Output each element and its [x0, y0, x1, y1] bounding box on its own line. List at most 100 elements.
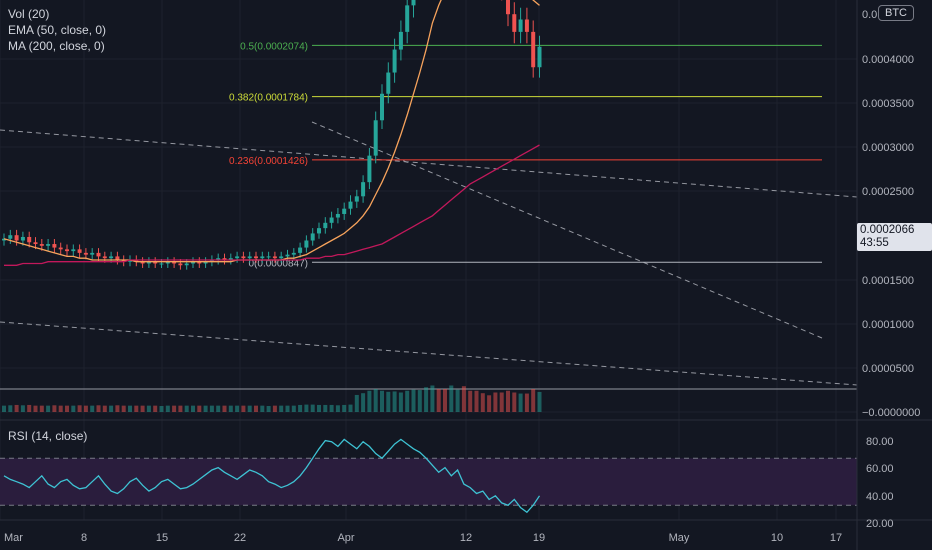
volume-bar	[235, 405, 240, 412]
volume-bar	[411, 389, 416, 412]
candle-body	[27, 236, 32, 243]
candle-body	[279, 256, 284, 259]
chart-grid	[0, 0, 857, 520]
candle-body	[140, 261, 145, 264]
candle-body	[329, 217, 334, 223]
candle-body	[228, 258, 233, 260]
candle-body	[323, 222, 328, 229]
candle-body	[77, 249, 82, 253]
candle-body	[222, 258, 227, 260]
moving-averages	[3, 0, 540, 266]
rsi-tick-label: 80.00	[866, 436, 894, 448]
bar-countdown: 43:55	[860, 237, 889, 249]
volume-bar	[405, 390, 410, 412]
trend-line	[311, 121, 823, 339]
volume-bar	[260, 405, 265, 412]
volume-bar	[487, 395, 492, 412]
x-tick-label: 19	[533, 532, 545, 544]
ma-200-line	[4, 144, 540, 266]
y-tick-label: 0.0004000	[862, 54, 914, 66]
volume-bar	[348, 404, 353, 412]
volume-bar	[291, 405, 296, 412]
candle-body	[216, 258, 221, 260]
volume-bar	[83, 405, 88, 412]
volume-bar	[8, 405, 13, 412]
candle-body	[254, 256, 258, 259]
volume-bar	[398, 392, 403, 412]
candle-body	[65, 249, 69, 252]
y-tick-label-top: 0.0	[862, 9, 877, 21]
candle-body	[392, 49, 397, 73]
ema-legend[interactable]: EMA (50, close, 0)	[8, 23, 107, 37]
candle-body	[298, 247, 303, 253]
volume-bar	[298, 404, 303, 412]
volume-bar	[367, 390, 372, 412]
volume-bar	[46, 405, 51, 412]
candle-body	[518, 19, 523, 32]
ma-legend[interactable]: MA (200, close, 0)	[8, 39, 105, 53]
volume-bar	[184, 405, 189, 412]
volume-legend[interactable]: Vol (20)	[8, 7, 50, 21]
candle-body	[348, 201, 353, 209]
fib-level-label: 0.618(0.0002363)	[229, 0, 308, 1]
rsi-band	[0, 458, 857, 506]
candle-body	[20, 236, 25, 241]
volume-bar	[65, 405, 69, 412]
rsi-legend[interactable]: RSI (14, close)	[8, 429, 88, 443]
volume-bar	[153, 405, 158, 412]
volume-bar	[134, 405, 139, 412]
candle-body	[285, 254, 290, 257]
fib-level-label: 0(0.0000847)	[249, 258, 309, 269]
volume-bar	[310, 404, 315, 412]
volume-bar	[531, 389, 536, 412]
volume-bar	[323, 404, 328, 412]
candle-body	[380, 93, 384, 121]
candle-body	[115, 256, 120, 260]
x-tick-label: 15	[156, 532, 168, 544]
horizontal-levels	[0, 388, 857, 390]
candle-body	[165, 261, 170, 264]
volume-bar	[443, 389, 447, 412]
candle-body	[354, 196, 359, 202]
x-tick-label: 8	[81, 532, 87, 544]
candle-body	[197, 261, 202, 264]
volume-bar	[354, 394, 359, 412]
candle-body	[235, 256, 240, 259]
candle-body	[39, 244, 44, 246]
volume-bar	[247, 405, 252, 412]
volume-bar	[392, 391, 397, 412]
volume-bar	[436, 389, 441, 412]
trend-line	[0, 321, 858, 386]
volume-bar	[20, 405, 25, 412]
volume-bar	[455, 389, 460, 412]
volume-bar	[424, 387, 429, 412]
candle-body	[46, 244, 51, 246]
volume-bar	[493, 392, 498, 412]
volume-bar	[115, 405, 120, 412]
candle-body	[2, 238, 6, 241]
y-tick-label: 0.0003000	[862, 142, 914, 154]
y-tick-label: −0.0000000	[862, 407, 920, 419]
volume-bar	[146, 405, 151, 412]
x-tick-label: 10	[771, 532, 783, 544]
volume-bar	[109, 405, 114, 412]
candle-body	[361, 182, 366, 197]
candle-body	[146, 261, 151, 264]
volume-bar	[272, 405, 277, 412]
volume-bar	[474, 390, 479, 412]
x-tick-label: Apr	[337, 532, 354, 544]
candle-body	[398, 31, 403, 50]
volume-bar	[285, 405, 290, 412]
rsi-panel	[0, 419, 932, 514]
volume-bar	[480, 393, 485, 412]
candle-body	[506, 0, 510, 15]
currency-badge[interactable]: BTC	[878, 5, 914, 21]
volume-bar	[128, 405, 132, 412]
volume-bar	[266, 406, 271, 412]
volume-bar	[279, 405, 284, 412]
candle-body	[367, 155, 372, 183]
candle-body	[405, 5, 410, 32]
volume-bar	[254, 405, 258, 412]
rsi-tick-label: 40.00	[866, 491, 894, 503]
